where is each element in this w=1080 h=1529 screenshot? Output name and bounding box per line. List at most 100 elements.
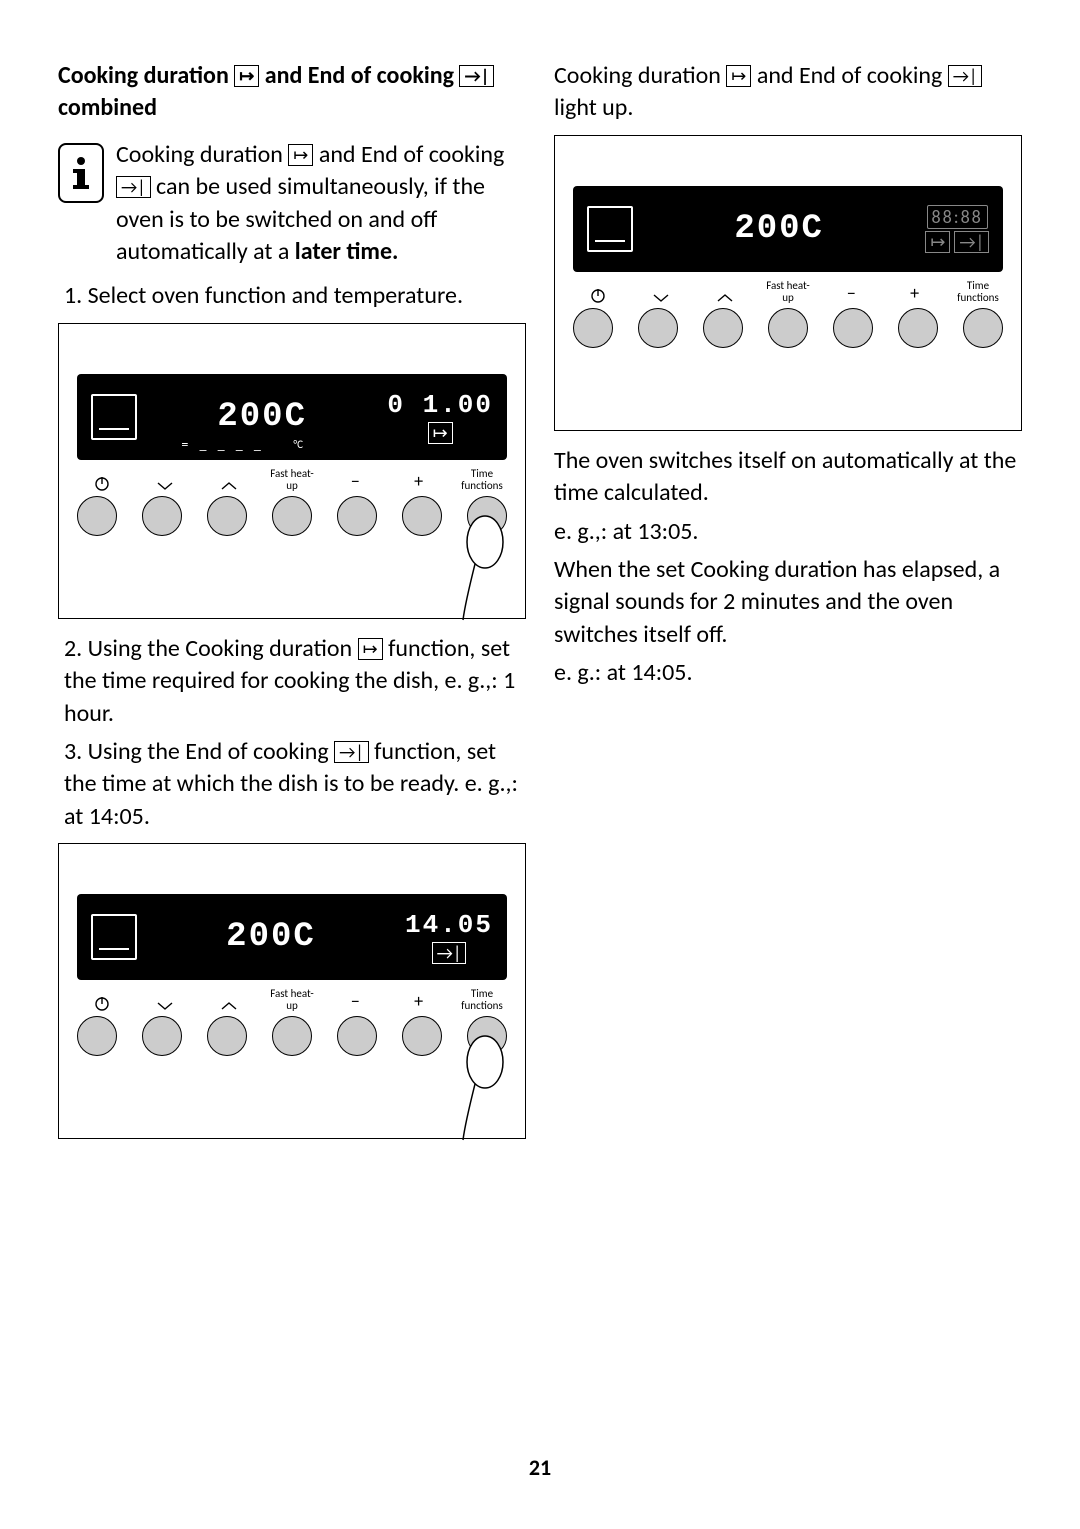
info-text: Cooking duration ↦ and End of cooking →|… bbox=[116, 139, 526, 269]
knob-fast bbox=[272, 496, 312, 536]
display-panel: 200C = _ _ _ _ °C 0 1.00 ↦ bbox=[77, 374, 507, 460]
up-label bbox=[220, 988, 238, 1012]
oven-cavity-icon bbox=[91, 394, 137, 440]
end-icon: →| bbox=[116, 176, 151, 198]
power-label bbox=[94, 988, 110, 1012]
text: Cooking duration bbox=[554, 61, 726, 90]
right-intro: Cooking duration ↦ and End of cooking →|… bbox=[554, 60, 1022, 125]
oven-panel-figure-2: 200C 14.05 →| Fast heat-up − + Time func… bbox=[58, 843, 526, 1139]
time-readout: 14.05 bbox=[405, 910, 493, 940]
step-3: 3. Using the End of cooking →| function,… bbox=[58, 736, 526, 833]
text: and End of cooking bbox=[751, 61, 947, 90]
knob-up bbox=[703, 308, 743, 348]
knob-up bbox=[207, 1016, 247, 1056]
duration-icon-dim: ↦ bbox=[925, 231, 950, 253]
info-icon bbox=[58, 143, 104, 203]
hand-icon bbox=[455, 1034, 515, 1144]
power-label bbox=[590, 280, 606, 304]
knob-label-row: Fast heat-up − + Time functions bbox=[59, 468, 525, 496]
oven-panel-figure-3: 200C 88:88 ↦ →| Fast heat-up − bbox=[554, 135, 1022, 431]
knob-plus bbox=[402, 496, 442, 536]
end-icon: →| bbox=[334, 741, 369, 763]
paragraph: The oven switches itself on automaticall… bbox=[554, 445, 1022, 510]
time-readout: 0 1.00 bbox=[387, 390, 493, 420]
text: 2. Using the Cooking duration bbox=[64, 634, 358, 663]
two-column-layout: Cooking duration ↦ and End of cooking →|… bbox=[58, 60, 1022, 1454]
knob-minus bbox=[337, 496, 377, 536]
right-readout: 88:88 ↦ →| bbox=[925, 205, 989, 253]
step-1: 1. Select oven function and temperature. bbox=[58, 280, 526, 312]
text: 3. Using the End of cooking bbox=[64, 737, 334, 766]
oven-cavity-icon bbox=[91, 914, 137, 960]
duration-icon: ↦ bbox=[726, 65, 751, 87]
oven-panel-figure-1: 200C = _ _ _ _ °C 0 1.00 ↦ bbox=[58, 323, 526, 619]
knob-plus bbox=[898, 308, 938, 348]
knob-up bbox=[207, 496, 247, 536]
minus-label: − bbox=[847, 280, 856, 304]
duration-icon: ↦ bbox=[358, 638, 383, 660]
plus-label: + bbox=[414, 988, 423, 1012]
plus-label: + bbox=[414, 468, 423, 492]
knob-minus bbox=[337, 1016, 377, 1056]
text: light up. bbox=[554, 93, 633, 122]
display-panel: 200C 88:88 ↦ →| bbox=[573, 186, 1003, 272]
step-2: 2. Using the Cooking duration ↦ function… bbox=[58, 633, 526, 730]
hand-icon bbox=[455, 514, 515, 624]
end-icon: →| bbox=[948, 65, 983, 87]
time-functions-label: Time functions bbox=[457, 988, 507, 1012]
minus-label: − bbox=[351, 468, 360, 492]
c-label: °C bbox=[293, 438, 303, 451]
info-callout: Cooking duration ↦ and End of cooking →|… bbox=[58, 139, 526, 275]
minus-label: − bbox=[351, 988, 360, 1012]
right-column: Cooking duration ↦ and End of cooking →|… bbox=[554, 60, 1022, 1454]
end-icon: →| bbox=[432, 942, 467, 964]
text: and End of cooking bbox=[313, 140, 504, 169]
paragraph: When the set Cooking duration has elapse… bbox=[554, 554, 1022, 651]
dashes: = _ _ _ _ bbox=[181, 436, 265, 453]
knob-down bbox=[142, 496, 182, 536]
down-label bbox=[652, 280, 670, 304]
display-panel: 200C 14.05 →| bbox=[77, 894, 507, 980]
down-label bbox=[156, 468, 174, 492]
section-heading: Cooking duration ↦ and End of cooking →|… bbox=[58, 60, 526, 125]
heading-text: Cooking duration bbox=[58, 61, 234, 90]
fast-heatup-label: Fast heat-up bbox=[267, 468, 317, 492]
page-number: 21 bbox=[58, 1454, 1022, 1489]
end-icon: →| bbox=[459, 65, 494, 87]
knob-label-row: Fast heat-up − + Time functions bbox=[555, 280, 1021, 308]
left-column: Cooking duration ↦ and End of cooking →|… bbox=[58, 60, 526, 1454]
down-label bbox=[156, 988, 174, 1012]
fast-heatup-label: Fast heat-up bbox=[763, 280, 813, 304]
knob-dial-row bbox=[555, 308, 1021, 366]
temp-readout: 200C bbox=[734, 210, 824, 248]
knob-down bbox=[638, 308, 678, 348]
right-readout: 0 1.00 ↦ bbox=[387, 390, 493, 444]
knob-label-row: Fast heat-up − + Time functions bbox=[59, 988, 525, 1016]
knob-fast bbox=[768, 308, 808, 348]
emphasis: later time. bbox=[295, 237, 399, 266]
power-label bbox=[94, 468, 110, 492]
manual-page: Cooking duration ↦ and End of cooking →|… bbox=[0, 0, 1080, 1529]
paragraph: e. g.,: at 13:05. bbox=[554, 516, 1022, 548]
duration-icon: ↦ bbox=[234, 65, 259, 87]
end-icon-dim: →| bbox=[954, 231, 989, 253]
fast-heatup-label: Fast heat-up bbox=[267, 988, 317, 1012]
knob-minus bbox=[833, 308, 873, 348]
temp-readout: 200C bbox=[226, 918, 316, 956]
up-label bbox=[716, 280, 734, 304]
duration-icon: ↦ bbox=[288, 144, 313, 166]
time-functions-label: Time functions bbox=[457, 468, 507, 492]
time-functions-label: Time functions bbox=[953, 280, 1003, 304]
right-readout: 14.05 →| bbox=[405, 910, 493, 964]
knob-plus bbox=[402, 1016, 442, 1056]
knob-power bbox=[77, 1016, 117, 1056]
paragraph: e. g.: at 14:05. bbox=[554, 657, 1022, 689]
up-label bbox=[220, 468, 238, 492]
knob-power bbox=[77, 496, 117, 536]
text: Cooking duration bbox=[116, 140, 288, 169]
duration-icon: ↦ bbox=[428, 422, 453, 444]
knob-fast bbox=[272, 1016, 312, 1056]
oven-cavity-icon bbox=[587, 206, 633, 252]
knob-power bbox=[573, 308, 613, 348]
heading-text: combined bbox=[58, 93, 157, 122]
